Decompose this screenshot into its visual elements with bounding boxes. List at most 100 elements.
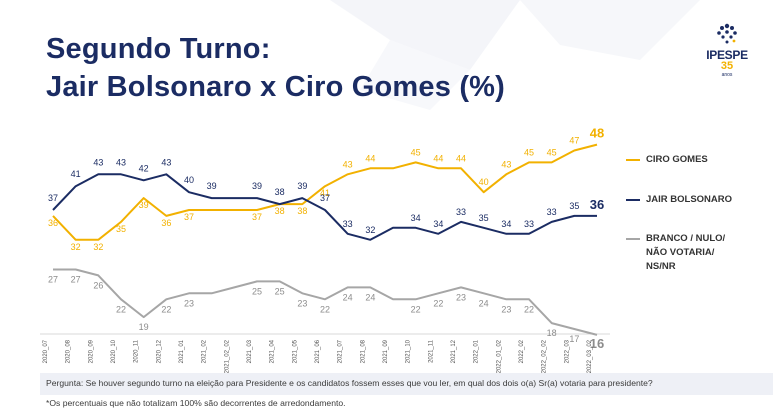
data-label-branco: 23 <box>297 298 307 308</box>
data-label-ciro: 47 <box>569 136 579 146</box>
ipespe-logo-icon: IPESPE 35 anos <box>701 18 753 78</box>
data-label-ciro: 35 <box>116 224 126 234</box>
data-label-jair: 36 <box>590 197 604 212</box>
legend-swatch-ciro <box>626 159 640 161</box>
data-label-jair: 35 <box>569 201 579 211</box>
data-label-ciro: 32 <box>93 242 103 252</box>
legend-label-ciro: CIRO GOMES <box>646 154 708 165</box>
data-label-jair: 32 <box>365 225 375 235</box>
data-label-ciro: 44 <box>433 153 443 163</box>
data-label-ciro: 41 <box>320 188 330 198</box>
data-label-branco: 19 <box>139 322 149 332</box>
x-tick-label: 2021_05 <box>292 339 298 363</box>
x-tick-labels: 2020_07 2020_08 2020_09 2020_10 2020_11 2020_… <box>43 339 593 373</box>
data-label-jair: 37 <box>320 193 330 203</box>
data-label-branco: 24 <box>479 298 489 308</box>
data-label-jair: 43 <box>116 157 126 167</box>
data-label-jair: 34 <box>433 219 443 229</box>
data-label-jair: 33 <box>524 219 534 229</box>
x-tick-label: 2020_09 <box>88 339 94 363</box>
logo-sub: anos <box>721 72 733 78</box>
x-tick-label: 2022_03 <box>564 339 570 363</box>
series-lines <box>52 143 598 336</box>
x-tick-label: 2020_07 <box>43 339 49 363</box>
x-tick-label: 2020_10 <box>111 339 117 363</box>
x-tick-label: 2022_03_02 <box>587 339 593 373</box>
data-label-ciro: 37 <box>252 212 262 222</box>
data-label-branco: 23 <box>184 298 194 308</box>
x-tick-label: 2021_04 <box>270 339 276 363</box>
data-label-branco: 22 <box>161 304 171 314</box>
data-label-branco: 23 <box>501 304 511 314</box>
page-title-line2: Jair Bolsonaro x Ciro Gomes (%) <box>46 71 506 103</box>
logo-name: IPESPE <box>706 48 748 62</box>
x-tick-label: 2021_01 <box>179 339 185 363</box>
series-line-ciro <box>52 143 598 241</box>
data-label-branco: 22 <box>433 298 443 308</box>
data-label-branco: 22 <box>411 304 421 314</box>
data-label-branco: 26 <box>93 280 103 290</box>
x-tick-label: 2021_06 <box>315 339 321 363</box>
logo-dots-icon <box>717 23 737 44</box>
data-label-ciro: 45 <box>524 147 534 157</box>
logo-number: 35 <box>720 60 734 72</box>
x-tick-label: 2021_08 <box>360 339 366 363</box>
data-label-jair: 39 <box>207 181 217 191</box>
data-label-branco: 24 <box>365 292 375 302</box>
data-labels: 36 32 32 35 39 36 37 37 38 38 41 43 44 45 44 44 40 43 45 45… <box>48 126 604 351</box>
question-box: Pergunta: Se houver segundo turno na ele… <box>40 373 773 395</box>
data-label-jair: 33 <box>456 207 466 217</box>
data-label-branco: 17 <box>569 334 579 344</box>
data-label-branco: 25 <box>252 286 262 296</box>
data-label-jair: 41 <box>71 169 81 179</box>
x-tick-label: 2020_11 <box>134 339 140 363</box>
footnote: *Os percentuais que não totalizam 100% s… <box>46 398 346 408</box>
series-line-branco <box>53 268 598 336</box>
x-tick-label: 2022_01_02 <box>496 339 502 373</box>
data-label-jair: 33 <box>343 219 353 229</box>
data-label-ciro: 44 <box>456 153 466 163</box>
question-text: Pergunta: Se houver segundo turno na ele… <box>46 378 653 388</box>
data-label-branco: 22 <box>320 304 330 314</box>
data-label-jair: 42 <box>139 163 149 173</box>
data-label-branco: 27 <box>71 275 81 285</box>
data-label-jair: 39 <box>297 181 307 191</box>
data-label-jair: 43 <box>161 157 171 167</box>
x-tick-label: 2022_02 <box>519 339 525 363</box>
data-label-ciro: 36 <box>161 218 171 228</box>
data-label-ciro: 39 <box>139 200 149 210</box>
legend-swatch-branco <box>626 238 640 240</box>
x-tick-label: 2021_12 <box>451 339 457 363</box>
data-label-jair: 37 <box>48 193 58 203</box>
x-tick-label: 2021_10 <box>406 339 412 363</box>
data-label-ciro: 40 <box>479 177 489 187</box>
data-label-jair: 39 <box>252 181 262 191</box>
data-label-jair: 43 <box>93 157 103 167</box>
data-label-jair: 35 <box>479 213 489 223</box>
data-label-branco: 18 <box>547 328 557 338</box>
page-title-line1: Segundo Turno: <box>46 33 271 65</box>
series-line-jair <box>52 173 597 241</box>
data-label-jair: 40 <box>184 175 194 185</box>
x-tick-label: 2021_09 <box>383 339 389 363</box>
data-label-ciro: 43 <box>501 159 511 169</box>
x-tick-label: 2021_02_02 <box>224 339 230 373</box>
legend-label-branco: BRANCO / NULO/ NÃO VOTARIA/ NS/NR <box>646 233 726 272</box>
data-label-ciro: 37 <box>184 212 194 222</box>
data-label-branco: 16 <box>590 336 604 351</box>
data-label-ciro: 36 <box>48 218 58 228</box>
data-label-branco: 25 <box>275 286 285 296</box>
data-label-ciro: 38 <box>275 206 285 216</box>
data-label-jair: 34 <box>411 213 421 223</box>
x-tick-label: 2021_11 <box>428 339 434 363</box>
data-label-jair: 38 <box>275 187 285 197</box>
data-label-branco: 27 <box>48 275 58 285</box>
data-label-ciro: 48 <box>590 126 604 141</box>
data-label-ciro: 44 <box>365 153 375 163</box>
legend-label-jair: JAIR BOLSONARO <box>646 194 733 205</box>
data-label-ciro: 45 <box>547 147 557 157</box>
data-label-ciro: 32 <box>71 242 81 252</box>
